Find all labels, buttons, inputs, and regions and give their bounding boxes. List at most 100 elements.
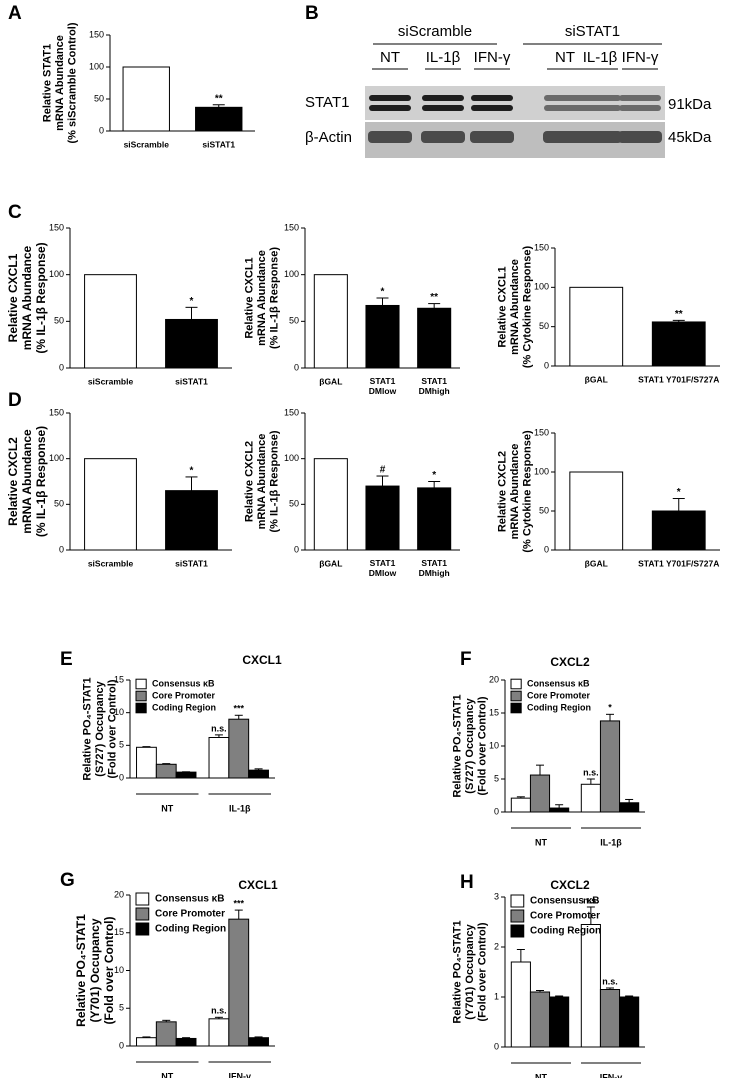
y-tick-label: 15: [489, 707, 499, 717]
y-tick-label: 50: [54, 499, 64, 509]
y-tick-label: 0: [544, 360, 549, 370]
bar: [195, 106, 243, 132]
bar: [84, 458, 137, 551]
y-tick-label: 150: [534, 427, 549, 437]
y-tick-label: 150: [49, 222, 64, 232]
y-tick-label: 0: [59, 362, 64, 372]
x-tick-label: STAT1 DMhigh: [419, 558, 450, 578]
significance-label: n.s.: [211, 1006, 227, 1016]
y-tick-label: 100: [534, 282, 549, 292]
x-tick-label: NT: [535, 1072, 547, 1078]
blot-band: [544, 95, 586, 101]
y-tick-label: 0: [494, 806, 499, 816]
x-tick-label: IL-1β: [600, 837, 622, 847]
significance-label: *: [608, 703, 612, 713]
bar: [417, 307, 452, 369]
bar: [84, 274, 137, 369]
y-tick-label: 150: [284, 222, 299, 232]
y-tick-label: 0: [59, 544, 64, 554]
size-label: 45kDa: [668, 129, 712, 146]
group-label: siSTAT1: [565, 23, 620, 40]
y-axis-label: Relative CXCL2mRNA Abundance(% IL-1β Res…: [6, 426, 48, 537]
y-tick-label: 15: [114, 674, 124, 684]
bar: [228, 918, 250, 1047]
legend-swatch: [510, 909, 525, 923]
chart-title: CXCL2: [550, 878, 590, 892]
significance-label: **: [215, 93, 223, 104]
y-tick-label: 150: [49, 407, 64, 417]
bar: [599, 989, 621, 1048]
significance-label: *: [677, 487, 681, 498]
bar: [136, 1037, 157, 1047]
bar: [529, 774, 551, 813]
blot-band: [471, 105, 513, 111]
y-tick-label: 10: [114, 707, 124, 717]
y-tick-label: 0: [544, 544, 549, 554]
row-label: β-Actin: [305, 129, 352, 146]
legend-swatch: [510, 894, 525, 908]
blot-band: [470, 131, 514, 143]
row-label: STAT1: [305, 94, 349, 111]
y-tick-label: 0: [294, 362, 299, 372]
significance-label: *: [190, 466, 194, 477]
blot-band: [544, 105, 586, 111]
bar: [549, 996, 570, 1048]
bar: [136, 746, 157, 779]
y-tick-label: 150: [534, 242, 549, 252]
bar: [417, 487, 452, 551]
panel-letter: F: [460, 649, 472, 670]
x-tick-label: STAT1 Y701F/S727A: [638, 558, 719, 568]
x-tick-label: IL-1β: [229, 803, 251, 813]
y-tick-label: 50: [54, 316, 64, 326]
y-tick-label: 50: [94, 93, 104, 103]
bar: [248, 1037, 269, 1047]
y-axis-label: Relative CXCL1mRNA Abundance(% Cytokine …: [496, 246, 533, 369]
significance-label: ***: [233, 898, 244, 908]
legend-label: Core Promoter: [155, 909, 225, 920]
legend-swatch: [510, 678, 522, 690]
y-tick-label: 3: [494, 891, 499, 901]
bar: [155, 1021, 177, 1047]
bar: [569, 471, 624, 551]
y-axis-label: Relative PO₄-STAT1(Y701) Occupancy(Fold …: [74, 914, 116, 1027]
bar: [569, 286, 624, 367]
y-tick-label: 2: [494, 941, 499, 951]
bar: [313, 274, 348, 369]
bar: [248, 769, 269, 779]
x-tick-label: NT: [161, 803, 173, 813]
x-tick-label: siScramble: [88, 376, 134, 386]
legend-label: Consensus κB: [527, 678, 590, 688]
bar: [208, 736, 230, 779]
x-tick-label: siSTAT1: [202, 139, 235, 149]
bar: [510, 797, 531, 813]
blot-band: [422, 95, 464, 101]
legend-swatch: [135, 892, 150, 906]
significance-label: **: [675, 309, 683, 320]
y-tick-label: 15: [114, 927, 124, 937]
significance-label: *: [190, 296, 194, 307]
panel-letter: E: [60, 649, 73, 670]
y-tick-label: 150: [89, 29, 104, 39]
bar: [313, 458, 348, 551]
y-tick-label: 5: [119, 1003, 124, 1013]
bar: [619, 802, 640, 813]
y-axis-label: Relative PO₄-STAT1(S727) Occupancy(Fold …: [81, 677, 118, 780]
x-tick-label: βGAL: [319, 376, 342, 386]
group-label: siScramble: [398, 23, 472, 40]
blot-band: [619, 95, 661, 101]
bar: [165, 318, 218, 369]
bar: [549, 807, 570, 813]
y-tick-label: 100: [284, 453, 299, 463]
bar: [510, 961, 531, 1048]
legend-swatch: [135, 690, 147, 702]
legend-label: Coding Region: [152, 702, 216, 712]
legend-label: Coding Region: [527, 702, 591, 712]
blot-strip: [365, 86, 665, 120]
chart-title: CXCL1: [242, 653, 282, 667]
panel-letter: D: [8, 390, 22, 411]
blot-band: [471, 95, 513, 101]
blot-band: [543, 131, 587, 143]
y-axis-label: Relative CXCL2mRNA Abundance(% Cytokine …: [496, 430, 533, 553]
y-axis-label: Relative PO₄-STAT1(Y701) Occupancy(Fold …: [451, 920, 488, 1023]
